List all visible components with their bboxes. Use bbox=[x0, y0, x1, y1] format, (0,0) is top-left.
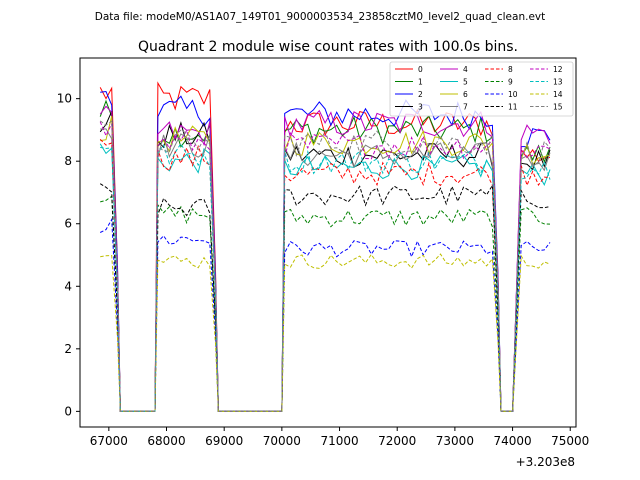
y-tick-label: 2 bbox=[64, 342, 72, 356]
y-tick-label: 0 bbox=[64, 404, 72, 418]
legend-label-7: 7 bbox=[463, 103, 468, 112]
legend-label-11: 11 bbox=[508, 103, 518, 112]
legend-label-2: 2 bbox=[418, 90, 423, 99]
legend-label-8: 8 bbox=[508, 65, 513, 74]
x-tick-label: 67000 bbox=[90, 434, 128, 448]
series-lines bbox=[99, 81, 551, 412]
series-line-11 bbox=[99, 183, 551, 412]
x-tick-label: 70000 bbox=[263, 434, 301, 448]
series-line-3 bbox=[99, 111, 551, 412]
x-axis: 67000 68000 69000 70000 71000 72000 73000 74000… bbox=[90, 427, 589, 448]
chart-title: Quadrant 2 module wise count rates with … bbox=[138, 39, 518, 55]
y-tick-label: 10 bbox=[57, 92, 72, 106]
x-tick-label: 73000 bbox=[436, 434, 474, 448]
x-tick-label: 74000 bbox=[493, 434, 531, 448]
legend-label-5: 5 bbox=[463, 78, 468, 87]
axes-frame bbox=[79, 57, 577, 428]
legend-frame bbox=[389, 61, 574, 117]
series-line-15 bbox=[99, 120, 551, 412]
legend-label-15: 15 bbox=[553, 103, 563, 112]
legend-label-3: 3 bbox=[418, 103, 423, 112]
series-line-1 bbox=[99, 99, 551, 412]
series-line-7 bbox=[100, 128, 551, 412]
legend-label-14: 14 bbox=[553, 90, 563, 99]
x-offset-label: +3.203e8 bbox=[516, 455, 575, 469]
series-line-2 bbox=[100, 90, 551, 412]
legend-label-12: 12 bbox=[553, 65, 563, 74]
legend-label-13: 13 bbox=[553, 78, 563, 87]
series-line-14 bbox=[100, 253, 551, 412]
x-tick-label: 75000 bbox=[551, 434, 589, 448]
y-tick-label: 8 bbox=[64, 154, 72, 168]
x-tick-label: 68000 bbox=[147, 434, 185, 448]
legend-label-0: 0 bbox=[418, 65, 423, 74]
legend-label-1: 1 bbox=[418, 78, 423, 87]
legend-label-9: 9 bbox=[508, 78, 513, 87]
y-tick-label: 6 bbox=[64, 217, 72, 231]
legend-label-6: 6 bbox=[463, 90, 468, 99]
series-line-4 bbox=[99, 105, 551, 412]
suptitle: Data file: modeM0/AS1A07_149T01_90000035… bbox=[95, 11, 546, 23]
series-line-9 bbox=[100, 195, 551, 412]
plot-area bbox=[79, 57, 577, 428]
x-tick-label: 69000 bbox=[205, 434, 243, 448]
series-line-6 bbox=[100, 115, 551, 412]
x-tick-label: 71000 bbox=[320, 434, 358, 448]
series-line-10 bbox=[99, 217, 551, 412]
y-tick-label: 4 bbox=[64, 279, 72, 293]
y-axis: 0 2 4 6 8 10 bbox=[57, 92, 80, 418]
series-line-13 bbox=[100, 142, 551, 412]
series-line-8 bbox=[99, 138, 551, 412]
legend-label-10: 10 bbox=[508, 90, 518, 99]
x-tick-label: 72000 bbox=[378, 434, 416, 448]
legend-label-4: 4 bbox=[463, 65, 468, 74]
series-line-5 bbox=[99, 143, 551, 412]
series-line-12 bbox=[99, 121, 551, 412]
